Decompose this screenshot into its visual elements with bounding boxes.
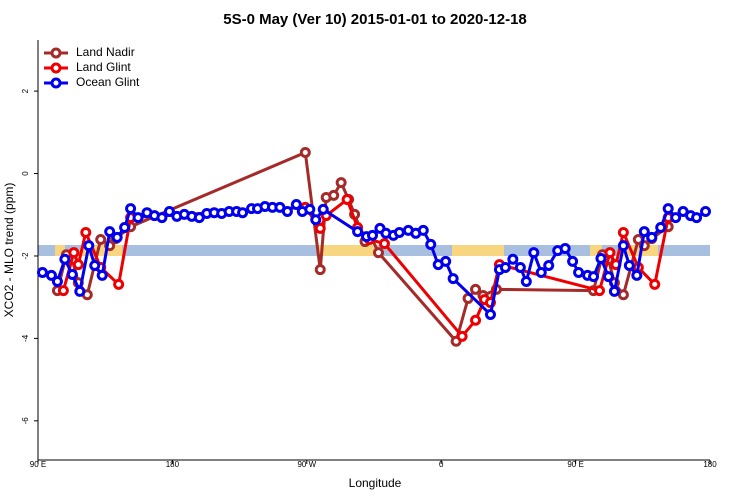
data-point [378,238,390,250]
data-point [447,273,459,285]
data-point [662,203,674,215]
data-point [608,285,620,297]
data-point [281,205,293,217]
data-point [417,224,429,236]
x-tick-label: 0 [439,460,444,469]
x-tick-label: 90 E [567,460,583,469]
data-point [655,222,667,234]
x-axis-label: Longitude [349,476,402,490]
data-point [528,247,540,259]
data-point [588,271,600,283]
data-point [352,226,364,238]
data-point [104,226,116,238]
data-point [74,285,86,297]
data-point [691,212,703,224]
data-point [314,222,326,234]
data-point [328,189,340,201]
data-point [617,240,629,252]
data-point [367,229,379,241]
data-point [45,269,57,281]
data-point [623,259,635,271]
y-tick-label: 2 [21,88,30,93]
data-point [111,231,123,243]
data-point [59,253,71,265]
data-point [372,247,384,259]
data-point [520,276,532,288]
data-point [514,262,526,274]
data-point [595,252,607,264]
data-point [119,222,131,234]
legend-marker [50,47,62,59]
x-tick-label: 90 E [30,460,46,469]
data-point [440,255,452,267]
data-point [304,203,316,215]
data-point [314,264,326,276]
data-point [567,255,579,267]
data-point [341,194,353,206]
data-point [393,226,405,238]
data-point [700,205,712,217]
data-point [57,285,69,297]
data-point [638,226,650,238]
y-tick-label: -6 [21,417,30,425]
data-point [125,203,137,215]
data-point [310,214,322,226]
legend-label: Ocean Glint [76,75,140,89]
data-point [72,259,84,271]
data-point [470,314,482,326]
data-point [484,309,496,321]
data-point [559,243,571,255]
legend-label: Land Nadir [76,45,135,59]
data-point [499,262,511,274]
x-tick-label: 90 W [297,460,316,469]
x-tick-label: 180 [166,460,180,469]
chart-title: 5S-0 May (Ver 10) 2015-01-01 to 2020-12-… [223,11,527,28]
data-point [631,269,643,281]
legend-marker [50,62,62,74]
y-tick-label: -2 [21,252,30,260]
data-point [317,203,329,215]
data-point [470,283,482,295]
data-point [593,285,605,297]
data-point [132,212,144,224]
data-point [456,330,468,342]
data-point [602,271,614,283]
data-point [156,212,168,224]
data-point [646,231,658,243]
x-tick-label: 180 [703,460,717,469]
data-point [95,233,107,245]
data-point [507,253,519,265]
y-tick-label: -4 [21,334,30,342]
data-point [617,226,629,238]
data-point [335,177,347,189]
data-point [237,207,249,219]
data-point [649,278,661,290]
data-point [80,226,92,238]
data-point [535,266,547,278]
data-point [51,276,63,288]
data-point [163,205,175,217]
data-point [36,266,48,278]
data-point [573,266,585,278]
data-point [83,240,95,252]
data-point [425,238,437,250]
data-point [670,212,682,224]
y-axis-label: XCO2 - MLO trend (ppm) [2,183,16,318]
data-point [66,269,78,281]
data-point [604,247,616,259]
data-point [89,259,101,271]
data-point [68,247,80,259]
data-point [113,278,125,290]
legend-marker [50,77,62,89]
data-point [96,269,108,281]
data-point [299,147,311,159]
data-point [290,198,302,210]
legend-label: Land Glint [76,60,131,74]
data-point [617,289,629,301]
data-point [543,259,555,271]
y-tick-label: 0 [21,171,30,176]
